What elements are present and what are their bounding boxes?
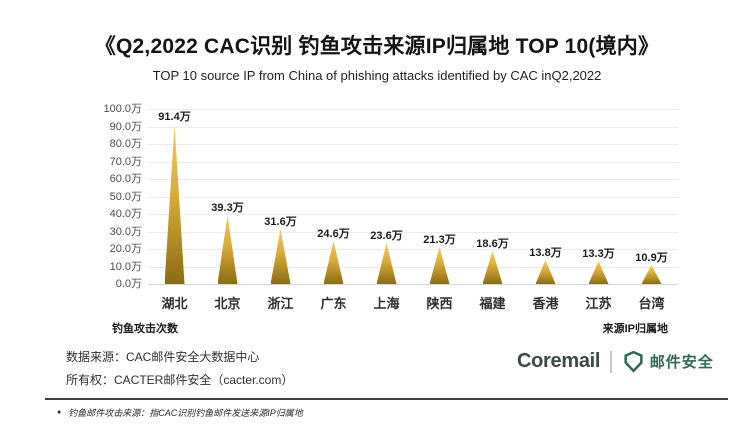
y-tick-label: 20.0万 (109, 243, 142, 255)
category-label: 湖北 (161, 296, 188, 311)
logo-divider (610, 350, 612, 373)
bar-江苏 (588, 261, 609, 284)
gridline (148, 196, 678, 198)
footer-divider (45, 398, 728, 400)
gridline (148, 144, 678, 145)
y-tick-label: 40.0万 (109, 208, 142, 220)
bar-台湾 (641, 265, 662, 284)
footnote-row: ● 钓鱼邮件攻击来源：指CAC识别钓鱼邮件发送来源IP归属地 (57, 406, 303, 419)
bar-value-label: 31.6万 (264, 216, 297, 228)
gridline (148, 126, 678, 128)
bar-湖北 (164, 124, 185, 284)
category-label: 北京 (214, 296, 241, 311)
coremail-logo: Coremail 邮件安全 (517, 350, 714, 373)
bar-value-label: 21.3万 (423, 234, 456, 246)
shield-icon (624, 350, 643, 373)
gridline (148, 161, 678, 163)
bar-浙江 (270, 229, 291, 284)
gridline (148, 179, 678, 180)
gridline (148, 231, 678, 233)
category-label: 台湾 (638, 296, 665, 311)
category-label: 浙江 (267, 296, 294, 311)
category-label: 福建 (479, 296, 506, 311)
bar-value-label: 18.6万 (476, 238, 509, 250)
bar-value-label: 39.3万 (211, 202, 244, 214)
ownership-line: 所有权：CACTER邮件安全（cacter.com） (66, 373, 294, 387)
bar-广东 (323, 241, 344, 284)
gridline (148, 214, 678, 215)
bar-value-label: 13.3万 (582, 248, 615, 260)
coremail-wordmark: Coremail (517, 350, 601, 372)
gridline (148, 284, 678, 285)
y-tick-label: 70.0万 (109, 155, 142, 168)
bar-value-label: 13.8万 (529, 247, 562, 259)
category-label: 上海 (373, 296, 400, 311)
y-tick-label: 10.0万 (109, 260, 142, 273)
y-tick-label: 90.0万 (109, 120, 142, 133)
gridline (148, 109, 678, 110)
category-label: 陕西 (426, 296, 453, 311)
x-axis-title: 来源IP归属地 (602, 323, 668, 335)
y-tick-label: 60.0万 (109, 173, 142, 185)
y-tick-label: 30.0万 (109, 225, 142, 238)
bar-value-label: 91.4万 (158, 111, 191, 123)
bar-福建 (482, 251, 503, 284)
footnote-text: 钓鱼邮件攻击来源：指CAC识别钓鱼邮件发送来源IP归属地 (68, 408, 303, 418)
data-source-line: 数据来源：CAC邮件安全大数据中心 (66, 350, 260, 364)
y-axis-title: 钓鱼攻击次数 (112, 323, 178, 335)
brand-name: 邮件安全 (649, 354, 714, 371)
y-tick-label: 100.0万 (103, 103, 142, 115)
bar-value-label: 10.9万 (635, 252, 668, 264)
chart-title: 《Q2,2022 CAC识别 钓鱼攻击来源IP归属地 TOP 10(境内》 (94, 35, 660, 58)
y-tick-label: 0.0万 (115, 278, 142, 290)
y-tick-label: 80.0万 (109, 138, 142, 150)
bar-value-label: 24.6万 (317, 228, 350, 240)
chart-subtitle: TOP 10 source IP from China of phishing … (152, 68, 602, 83)
category-label: 香港 (532, 296, 559, 311)
bar-香港 (535, 260, 556, 284)
bar-value-label: 23.6万 (370, 230, 403, 242)
bullet-icon: ● (57, 409, 62, 416)
gridline (148, 266, 678, 268)
y-tick-label: 50.0万 (109, 190, 142, 203)
bar-陕西 (429, 247, 450, 284)
category-label: 广东 (320, 296, 347, 311)
gridline (148, 249, 678, 250)
category-label: 江苏 (585, 296, 612, 311)
